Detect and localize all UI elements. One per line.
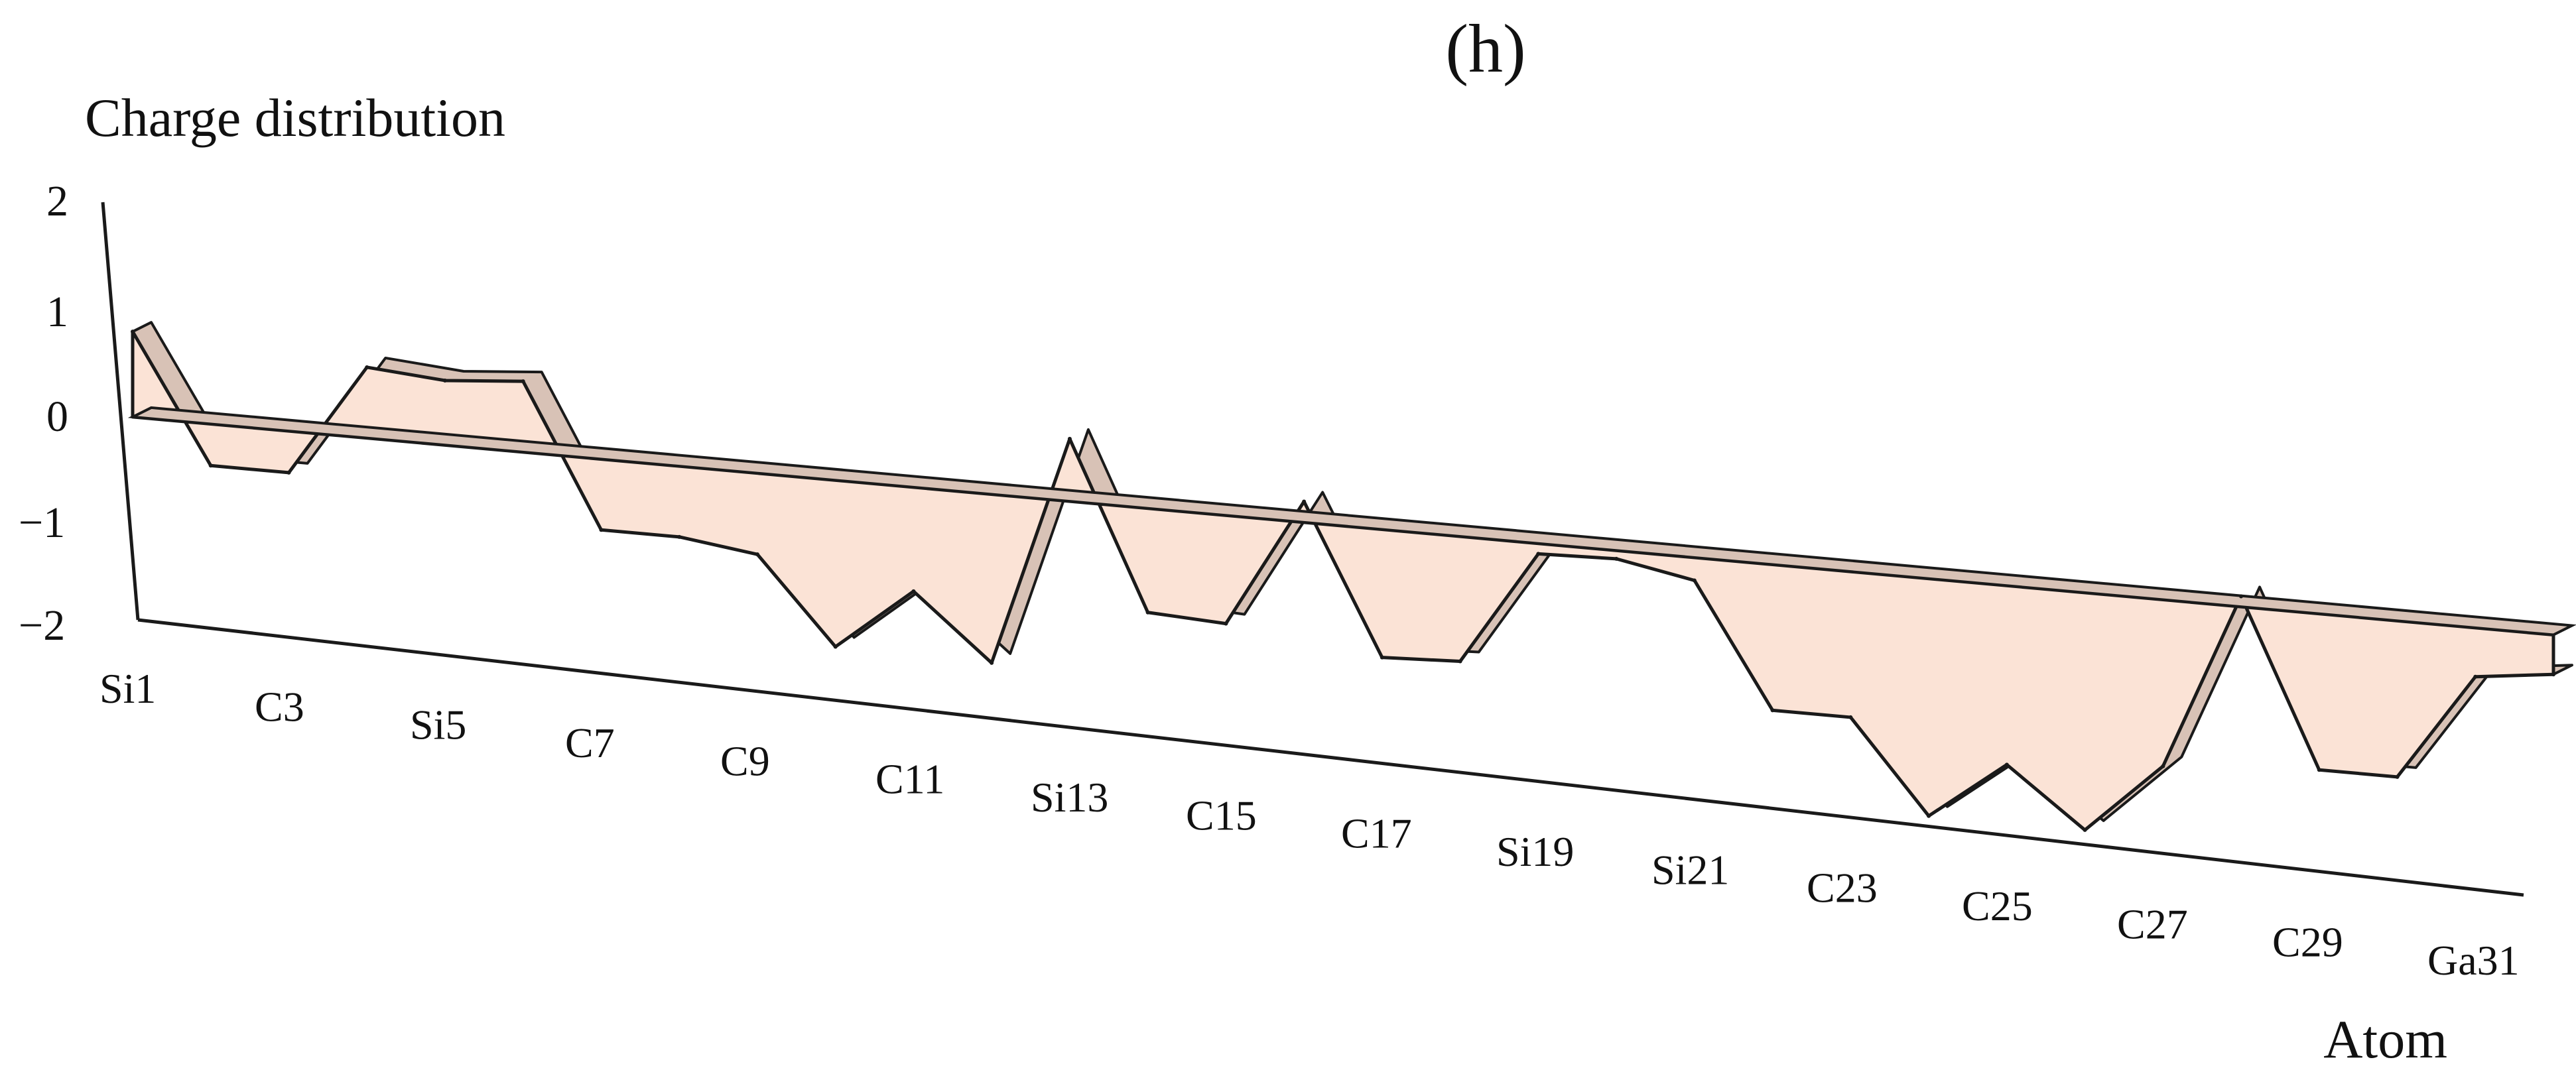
data-point-Si1 — [131, 329, 135, 334]
data-point-Ga31 — [2473, 674, 2478, 679]
x-tick-label: C25 — [1962, 882, 2033, 929]
panel-label: (h) — [1445, 11, 1525, 87]
data-point-C24 — [1927, 813, 1931, 818]
data-point-C14 — [1145, 610, 1150, 615]
x-tick-label: Si21 — [1651, 846, 1729, 893]
data-point-C3 — [287, 470, 291, 475]
data-point-C27 — [2161, 764, 2165, 768]
data-point-C12 — [990, 660, 994, 665]
data-point-C7 — [599, 528, 604, 532]
x-axis-line — [137, 618, 2524, 897]
x-tick-label: Si1 — [99, 665, 156, 712]
x-tick-label: C27 — [2117, 900, 2188, 947]
y-tick-label: −2 — [19, 601, 65, 650]
x-tick-label: C11 — [875, 756, 944, 803]
y-tick-label: 1 — [46, 288, 68, 336]
data-point-C22 — [1770, 708, 1775, 713]
plot-area — [101, 202, 2576, 897]
data-point-C30 — [2395, 774, 2400, 779]
data-point-Si4 — [365, 365, 369, 369]
x-tick-label: C29 — [2272, 919, 2343, 966]
x-axis-label: Atom — [2323, 1009, 2447, 1069]
zero-baseline — [127, 406, 2576, 636]
data-point-C2 — [208, 463, 213, 468]
data-point-Si19 — [1536, 552, 1541, 556]
x-tick-label: C7 — [565, 719, 615, 766]
data-point-Si21 — [1692, 578, 1697, 583]
data-point-Si6 — [521, 379, 525, 384]
y-tick-label: 2 — [46, 177, 68, 225]
data-point-Ga32 — [2551, 672, 2555, 677]
series-area — [131, 329, 2555, 832]
y-axis-ticks: 2 1 0 −1 −2 — [19, 177, 68, 650]
x-tick-label: C15 — [1186, 792, 1257, 839]
data-point-C25 — [2004, 762, 2009, 767]
data-point-C11 — [911, 589, 916, 593]
x-tick-label: C3 — [255, 683, 304, 730]
data-point-C10 — [833, 644, 838, 649]
data-point-Si20 — [1614, 556, 1619, 561]
x-tick-label: Si5 — [410, 701, 466, 749]
x-tick-label: C23 — [1807, 865, 1878, 912]
x-axis-category-labels: Si1 C3 Si5 C7 C9 C11 Si13 C15 C17 Si19 Si21 C23 C25 C… — [99, 665, 2520, 984]
y-tick-label: 0 — [46, 392, 68, 441]
x-tick-label: Si19 — [1496, 828, 1574, 875]
data-point-C17 — [1380, 655, 1384, 660]
x-tick-label: Si13 — [1031, 774, 1108, 821]
x-tick-label: Ga31 — [2427, 937, 2520, 984]
x-tick-label: C9 — [720, 737, 770, 784]
data-point-C15 — [1224, 621, 1228, 626]
data-point-C8 — [677, 534, 682, 539]
data-point-Si5 — [442, 378, 447, 383]
data-point-C26 — [2083, 827, 2087, 832]
data-point-C23 — [1848, 715, 1853, 719]
data-point-Si13 — [1067, 436, 1072, 441]
y-tick-label: −1 — [19, 499, 65, 547]
y-axis-label: Charge distribution — [85, 88, 505, 148]
y-axis-line — [101, 202, 140, 621]
data-point-C16 — [1302, 499, 1307, 504]
data-point-C9 — [755, 552, 759, 557]
data-point-C18 — [1458, 659, 1462, 664]
data-point-C28 — [2239, 594, 2244, 599]
data-point-C29 — [2317, 768, 2321, 772]
x-tick-label: C17 — [1341, 810, 1412, 857]
